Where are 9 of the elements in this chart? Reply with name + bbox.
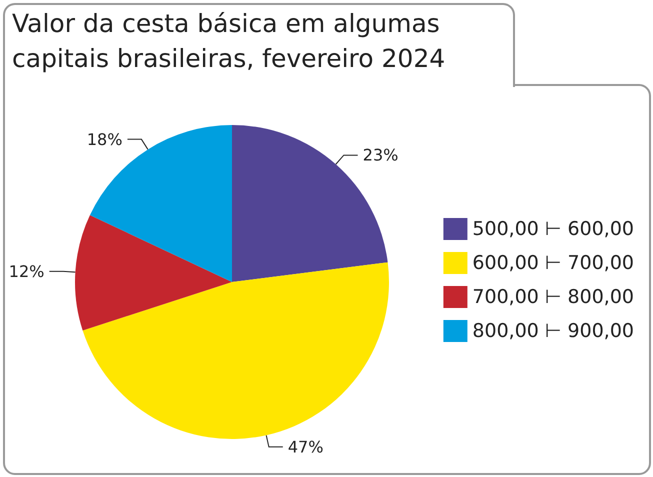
- data-label: 47%: [288, 437, 324, 456]
- legend-label: 800,00 ⊢ 900,00: [472, 320, 634, 342]
- data-label: 23%: [362, 146, 398, 165]
- legend-label: 500,00 ⊢ 600,00: [472, 218, 634, 240]
- data-label: 18%: [86, 130, 122, 149]
- chart-title: Valor da cesta básica em algumas capitais brasileiras, fevereiro 2024: [12, 8, 446, 75]
- legend-label: 700,00 ⊢ 800,00: [472, 286, 634, 308]
- data-label: 12%: [8, 262, 44, 281]
- legend-label: 600,00 ⊢ 700,00: [472, 252, 634, 274]
